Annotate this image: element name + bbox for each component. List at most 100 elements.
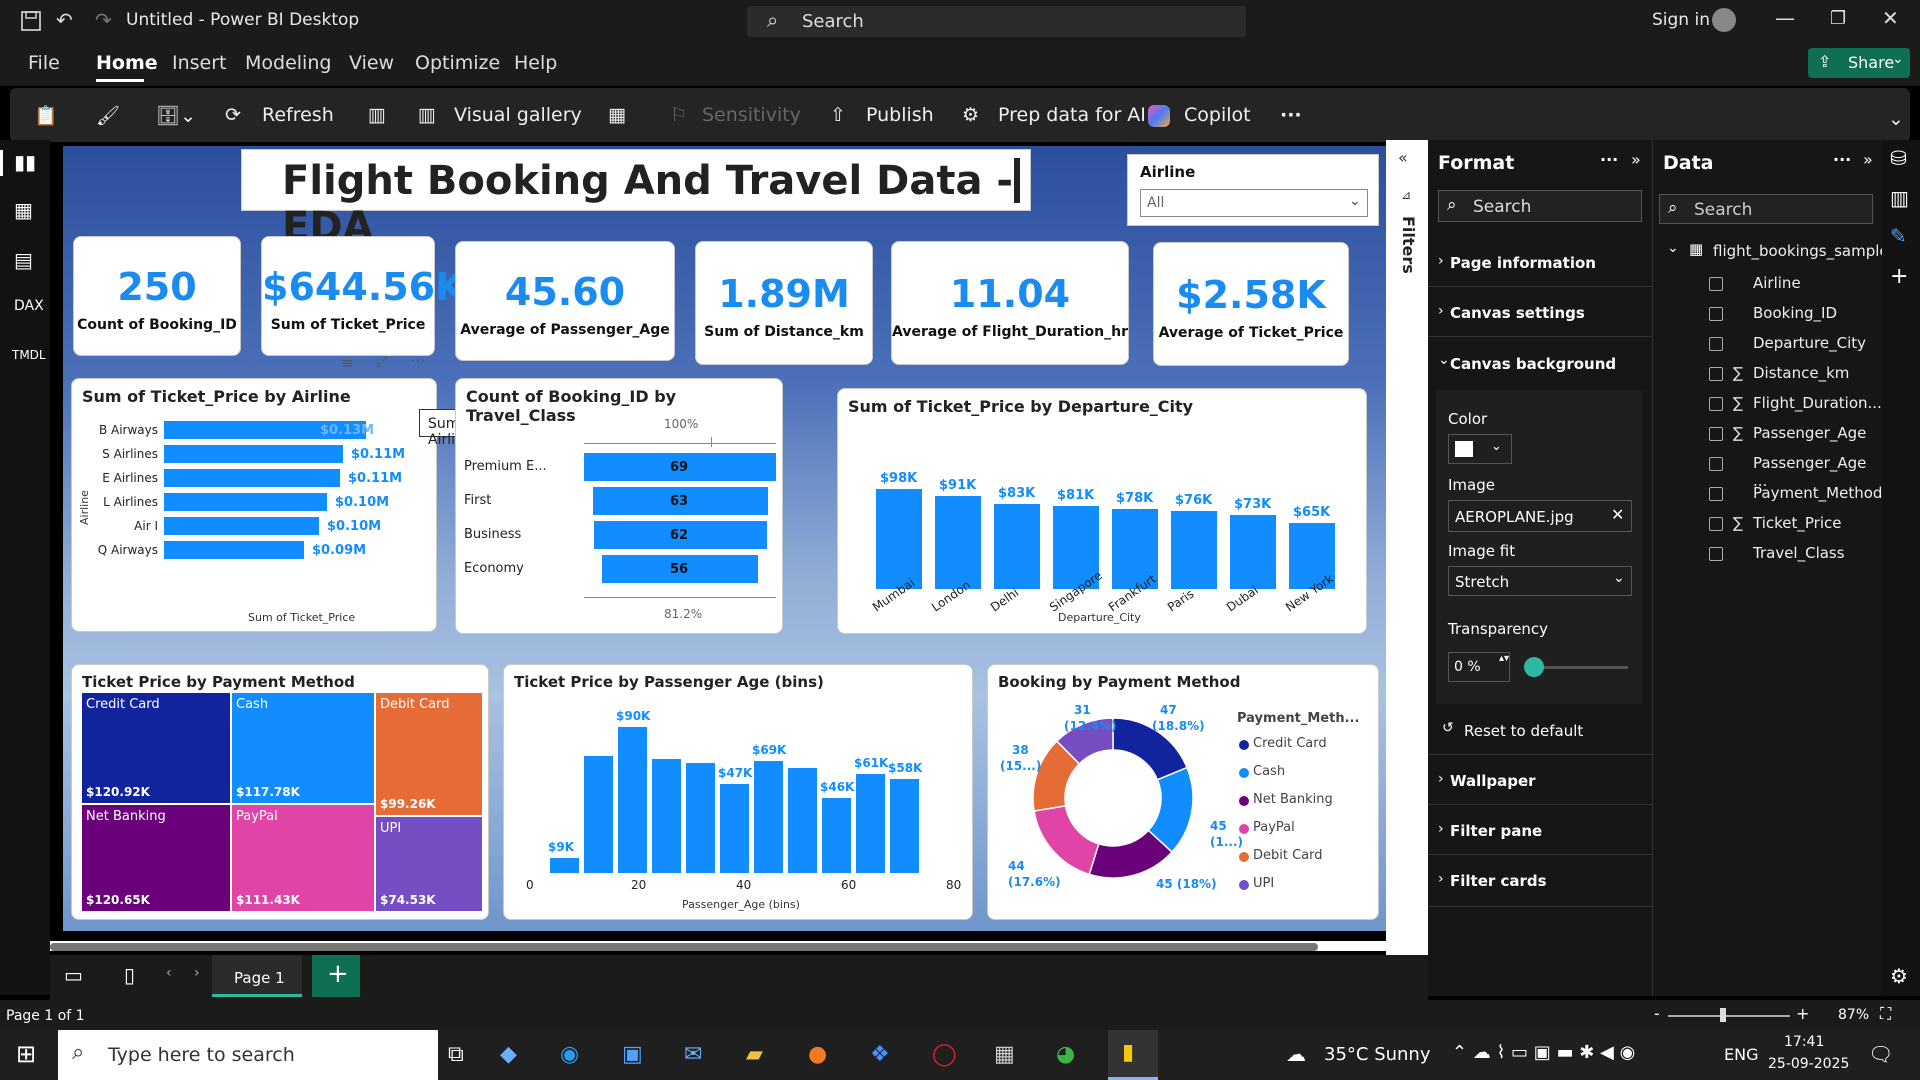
field-checkbox[interactable] [1709,337,1723,351]
publish-button[interactable]: Publish [866,104,934,126]
legend-item[interactable]: Credit Card [1253,736,1327,751]
tmdl-view-icon[interactable]: TMDL [12,348,46,362]
fit-to-page-icon[interactable]: ⛶ [1880,1004,1892,1023]
payment-donut-chart[interactable]: Booking by Payment Method 47 (18.8%) 45 (1.… [987,664,1379,920]
payment-treemap[interactable]: Ticket Price by Payment Method Credit Ca… [71,664,489,920]
treemap-cell[interactable]: UPI $74.53K [376,817,482,911]
field-name[interactable]: Ticket_Price [1753,514,1842,532]
new-visual-icon[interactable]: ▥ [368,104,386,126]
kpi-card[interactable]: $644.56K Sum of Ticket_Price [261,236,465,356]
bar[interactable] [164,469,340,487]
field-checkbox[interactable] [1709,397,1723,411]
build-visual-icon[interactable]: ▥ [1890,186,1909,210]
get-data-icon[interactable]: 🗄⌄ [156,105,197,127]
dropbox-icon[interactable]: ❖ [870,1042,890,1067]
transparency-input[interactable]: 0 % ▴▾ [1448,652,1510,682]
bar[interactable] [720,784,749,873]
copilot-button[interactable]: Copilot [1184,104,1251,126]
bar[interactable] [652,759,681,873]
stepper-icon[interactable]: ▴▾ [1499,653,1510,664]
collapse-pane-icon[interactable]: » [1631,150,1641,169]
treemap-cell[interactable]: Cash $117.78K [232,693,374,803]
field-name[interactable]: Passenger_Age ... [1753,454,1867,490]
save-icon[interactable] [20,10,42,32]
slicer-dropdown[interactable]: All ⌄ [1140,189,1368,217]
add-page-button[interactable]: + [312,955,360,997]
section-canvas-settings[interactable]: Canvas settings [1450,304,1585,322]
menu-help[interactable]: Help [514,52,558,74]
powerbi-taskbar-item[interactable]: ▮ [1108,1030,1158,1080]
menu-modeling[interactable]: Modeling [245,52,332,74]
bar[interactable] [550,858,579,873]
bar[interactable] [935,496,981,589]
legend-item[interactable]: Cash [1253,764,1286,779]
kpi-card[interactable]: 11.04 Average of Flight_Duration_hr [891,241,1129,365]
airline-slicer[interactable]: Airline All ⌄ [1127,154,1379,226]
menu-home[interactable]: Home [96,52,158,74]
field-name[interactable]: Travel_Class [1753,544,1845,562]
filter-icon[interactable]: ≡ [341,354,354,372]
zoom-in-icon[interactable]: + [1796,1004,1810,1023]
dax-query-icon[interactable]: DAX [14,298,44,314]
field-name[interactable]: Airline [1753,274,1801,292]
firefox-icon[interactable]: ● [808,1042,828,1067]
more-options-icon[interactable]: ··· [1600,150,1619,169]
menu-view[interactable]: View [349,52,395,74]
windows-start-icon[interactable]: ⊞ [16,1040,37,1068]
bar[interactable] [686,763,715,873]
field-checkbox[interactable] [1709,307,1723,321]
format-visual-icon[interactable]: ✎ [1890,224,1907,248]
treemap-cell[interactable]: Credit Card $120.92K [82,693,230,803]
field-name[interactable]: Payment_Method [1753,484,1883,502]
chrome-icon[interactable]: ◕ [1056,1042,1076,1067]
table-view-icon[interactable]: ▦ [14,198,33,222]
clock-time[interactable]: 17:41 [1784,1034,1825,1050]
zoom-out-icon[interactable]: - [1654,1004,1660,1023]
more-options-icon[interactable]: ··· [411,352,426,370]
kpi-card[interactable]: 45.60 Average of Passenger_Age [455,241,675,361]
field-checkbox[interactable] [1709,427,1723,441]
color-picker[interactable]: ⌄ [1448,434,1512,464]
opera-icon[interactable]: ◯ [932,1042,957,1067]
prep-data-button[interactable]: Prep data for AI [998,104,1146,126]
prev-page-icon[interactable]: ‹ [166,965,172,981]
bar[interactable] [1289,523,1335,589]
field-name[interactable]: Booking_ID [1753,304,1838,322]
avatar-icon[interactable] [1712,8,1736,32]
donut-slice[interactable] [1055,717,1114,765]
section-canvas-background[interactable]: Canvas background [1450,355,1617,373]
section-filter-cards[interactable]: Filter cards [1450,872,1547,890]
collapse-ribbon-icon[interactable]: ⌄ [1888,108,1904,130]
share-button[interactable]: ⇪ Share ⌄ [1808,48,1910,78]
paste-icon[interactable]: 📋 [34,105,58,127]
format-search-input[interactable]: ⌕ Search [1438,190,1642,222]
field-name[interactable]: Flight_Duration... [1753,394,1882,412]
field-checkbox[interactable] [1709,367,1723,381]
field-checkbox[interactable] [1709,457,1723,471]
zoom-handle[interactable] [1720,1008,1726,1022]
system-tray-icons[interactable]: ⌃ ☁ ⌇ ▭ ▣ ▬ ✱ ◀ ◉ [1452,1042,1636,1063]
model-view-icon[interactable]: ▤ [14,248,33,272]
donut-slice[interactable] [1033,804,1100,876]
file-explorer-icon[interactable]: ▰ [746,1042,763,1067]
travel-class-funnel[interactable]: Count of Booking_ID by Travel_Class 100%… [455,378,783,634]
legend-item[interactable]: UPI [1253,876,1275,891]
bar[interactable] [822,798,851,873]
treemap-cell[interactable]: Net Banking $120.65K [82,805,230,911]
bar[interactable] [164,493,327,511]
settings-icon[interactable]: ⚙ [1890,964,1908,988]
field-checkbox[interactable] [1709,547,1723,561]
airline-bar-chart[interactable]: Sum of Ticket_Price by Airline Airline B… [71,378,437,632]
sign-in-link[interactable]: Sign in [1652,10,1710,30]
bar[interactable] [856,774,885,873]
legend-item[interactable]: Debit Card [1253,848,1323,863]
next-page-icon[interactable]: › [194,965,200,981]
reset-to-default-link[interactable]: Reset to default [1464,722,1584,740]
kpi-card[interactable]: $2.58K Average of Ticket_Price [1153,242,1349,366]
transparency-slider[interactable] [1528,666,1628,669]
funnel-bar[interactable] [584,453,776,481]
task-view-icon[interactable]: ⧉ [448,1042,464,1067]
notifications-icon[interactable]: 🗨 [1868,1042,1894,1066]
bar[interactable] [164,421,366,439]
section-filter-pane[interactable]: Filter pane [1450,822,1543,840]
